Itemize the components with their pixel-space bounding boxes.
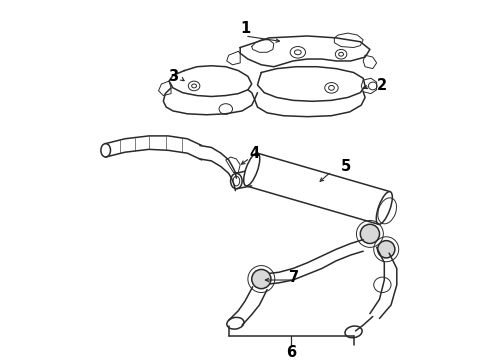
Ellipse shape bbox=[252, 269, 271, 289]
Text: 4: 4 bbox=[249, 146, 260, 161]
Text: 2: 2 bbox=[377, 78, 388, 94]
Text: 3: 3 bbox=[168, 69, 178, 84]
Text: 5: 5 bbox=[341, 159, 351, 174]
Text: 6: 6 bbox=[286, 345, 296, 360]
Text: 1: 1 bbox=[240, 21, 250, 36]
Text: 7: 7 bbox=[289, 270, 299, 285]
Ellipse shape bbox=[360, 224, 380, 243]
Ellipse shape bbox=[244, 153, 260, 186]
Ellipse shape bbox=[378, 240, 395, 258]
